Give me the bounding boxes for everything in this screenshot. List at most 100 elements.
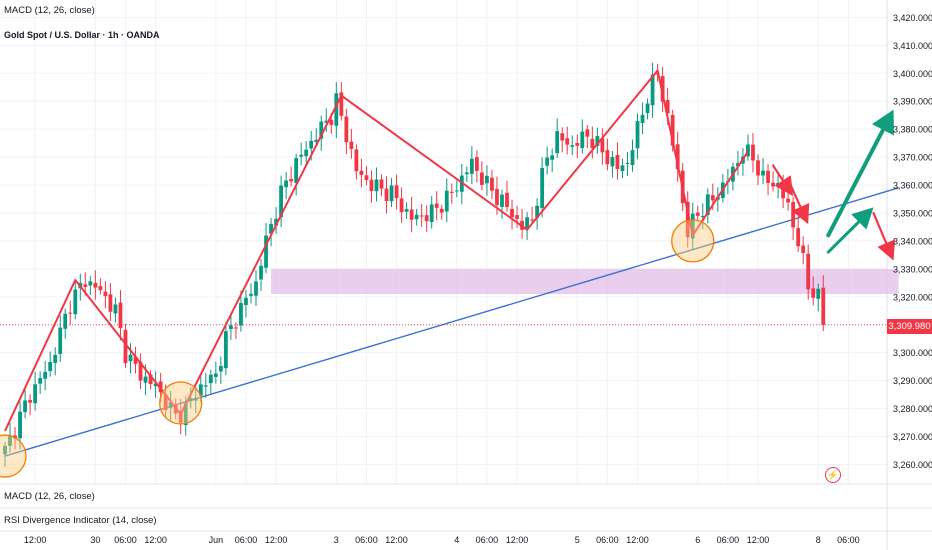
candle-body: [565, 138, 570, 145]
candle-body: [796, 228, 801, 247]
arrow-down-head: [791, 203, 810, 225]
candle-body: [444, 190, 449, 212]
candle-body: [761, 170, 765, 176]
candle-body: [369, 179, 374, 192]
candle-body: [615, 154, 620, 169]
candle-body: [791, 201, 796, 228]
candle-body: [620, 165, 625, 172]
y-tick-label: 3,340.000: [893, 236, 932, 246]
candle-body: [163, 394, 168, 411]
candle-body: [399, 198, 404, 213]
candle-body: [414, 214, 419, 220]
candle-body: [329, 119, 334, 125]
candle-body: [208, 374, 213, 384]
candle-body: [374, 179, 379, 192]
candle-body: [319, 121, 324, 139]
candle-body: [685, 201, 690, 238]
trendline: [4, 187, 899, 457]
candle-body: [53, 354, 58, 363]
x-tick-label: 12:00: [144, 535, 167, 545]
candle-body: [424, 215, 429, 222]
candle-body: [474, 157, 479, 171]
indicator-label-macd-top[interactable]: MACD (12, 26, close): [4, 5, 95, 16]
candle-body: [108, 294, 113, 312]
candle-body: [746, 144, 750, 157]
candle-body: [786, 198, 791, 203]
candle-body: [43, 371, 48, 379]
candle-body: [73, 289, 78, 315]
arrow-up-shaft: [826, 127, 886, 238]
x-tick-label: 06:00: [476, 535, 499, 545]
x-tick-label: 06:00: [114, 535, 137, 545]
y-tick-label: 3,400.000: [893, 69, 932, 79]
x-tick-label: 6: [695, 535, 700, 545]
x-tick-label: 3: [334, 535, 339, 545]
zigzag-pattern: [4, 69, 749, 432]
symbol-title: Gold Spot / U.S. Dollar · 1h · OANDA: [4, 30, 160, 40]
candle-body: [113, 304, 118, 314]
candle-body: [811, 288, 816, 298]
x-tick-label: 12:00: [626, 535, 649, 545]
highlight-circles: [0, 219, 715, 478]
candle-body: [595, 136, 600, 147]
candle-body: [289, 178, 294, 182]
candle-body: [495, 188, 499, 206]
indicator-label-macd[interactable]: MACD (12, 26, close): [4, 491, 95, 502]
candle-body: [259, 265, 263, 280]
indicator-label-rsi[interactable]: RSI Divergence Indicator (14, close): [4, 515, 157, 526]
y-tick-label: 3,330.000: [893, 264, 932, 274]
candle-body: [635, 121, 640, 149]
candle-body: [695, 212, 700, 216]
x-tick-label: 12:00: [385, 535, 408, 545]
price-axis[interactable]: 3,420.000 3,410.000 3,400.000 3,390.000 3,38…: [893, 13, 932, 470]
candle-body: [449, 191, 454, 193]
candle-body: [535, 205, 540, 218]
candle-body: [670, 114, 675, 146]
candle-body: [183, 403, 188, 426]
candle-body: [736, 163, 740, 167]
candle-body: [8, 435, 12, 446]
x-tick-label: 12:00: [506, 535, 529, 545]
candle-body: [349, 141, 354, 149]
arrow-up-shaft: [826, 220, 861, 254]
candle-body: [123, 329, 128, 364]
candle-body: [625, 163, 630, 165]
candle-body: [48, 362, 53, 372]
candle-body: [710, 195, 715, 201]
candle-body: [324, 120, 329, 123]
candle-body: [254, 281, 258, 296]
x-tick-label: 06:00: [596, 535, 619, 545]
candle-body: [364, 175, 369, 180]
candle-body: [751, 144, 755, 161]
candle-body: [464, 172, 469, 175]
candle-body: [480, 172, 484, 185]
candle-body: [469, 158, 474, 174]
candle-body: [158, 381, 163, 393]
candle-body: [700, 215, 705, 217]
x-tick-label: 12:00: [747, 535, 770, 545]
candle-body: [610, 157, 615, 167]
candle-body: [394, 185, 399, 199]
candle-body: [294, 158, 299, 183]
candle-body: [640, 114, 645, 123]
x-tick-label: 8: [816, 535, 821, 545]
candle-body: [3, 446, 7, 455]
candle-body: [550, 155, 555, 160]
time-axis[interactable]: 12:00 30 06:00 12:00 Jun 06:00 12:00 3 06:00 12:0…: [24, 535, 860, 545]
lightning-icon[interactable]: ⚡: [825, 467, 841, 483]
y-tick-label: 3,370.000: [893, 153, 932, 163]
candle-body: [83, 284, 88, 287]
trendline-line: [4, 187, 899, 457]
candle-body: [530, 219, 534, 221]
candle-body: [188, 398, 193, 402]
projection-arrows: [771, 109, 895, 261]
candle-body: [665, 99, 670, 114]
zigzag-line: [4, 69, 749, 432]
candle-body: [309, 140, 314, 149]
candle-body: [58, 327, 63, 354]
arrow-down-shaft: [787, 178, 802, 209]
candle-body: [359, 170, 364, 175]
y-tick-label: 3,390.000: [893, 97, 932, 107]
candle-body: [98, 286, 103, 291]
